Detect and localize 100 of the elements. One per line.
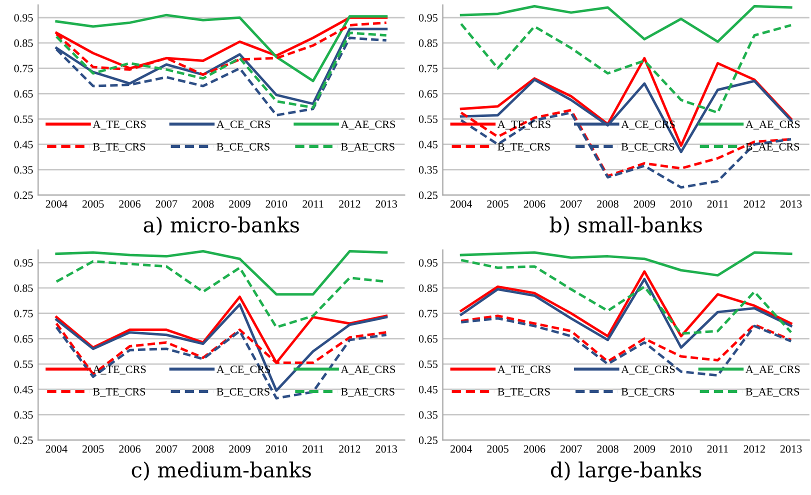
y-tick-label: 0.65 [418,335,438,343]
y-tick-label: 0.75 [14,64,33,72]
x-tick-label: 2008 [192,200,214,208]
y-tick-label: 0.65 [14,90,33,98]
y-tick-label: 0.35 [418,411,438,419]
y-tick-label: 0.95 [418,14,438,22]
legend-label: B_AE_CRS [341,142,394,152]
y-tick-label: 0.25 [14,191,33,200]
x-tick-label: 2011 [302,200,324,208]
x-tick-label: 2011 [707,200,728,208]
y-tick-label: 0.95 [418,259,438,267]
y-tick-label: 0.85 [14,284,33,292]
x-tick-label: 2012 [339,200,360,208]
x-tick-label: 2012 [744,445,765,453]
y-tick-label: 0.35 [14,411,33,419]
x-tick-label: 2009 [229,445,250,453]
x-tick-label: 2010 [266,445,288,453]
legend-label: B_AE_CRS [746,142,800,152]
y-tick-label: 0.55 [14,360,33,368]
x-tick-label: 2005 [487,200,508,208]
x-tick-label: 2009 [634,200,656,208]
y-tick-label: 0.45 [418,386,438,394]
legend-label: B_TE_CRS [498,388,550,397]
y-tick-label: 0.35 [418,166,438,174]
x-tick-label: 2012 [339,445,360,453]
text: b) small-banks [550,216,702,236]
y-tick-label: 0.45 [418,140,438,148]
y-tick-label: 0.25 [14,436,33,444]
x-tick-label: 2010 [670,445,692,453]
line-series [460,270,792,338]
y-tick-label: 0.85 [14,39,33,47]
legend-label: B_TE_CRS [498,142,550,152]
x-tick-label: 2013 [376,200,398,208]
legend-label: A_CE_CRS [621,366,675,374]
line-series [460,4,792,43]
y-tick-label: 0.55 [14,115,33,124]
x-tick-label: 2006 [524,200,546,208]
x-tick-label: 2010 [266,200,288,208]
x-tick-label: 2004 [450,200,472,208]
line-series [55,14,388,82]
legend-label: B_TE_CRS [93,142,146,152]
x-tick-label: 2006 [119,200,141,208]
x-tick-label: 2004 [46,445,68,453]
text: c) medium-banks [132,462,311,481]
x-tick-label: 2008 [192,445,214,453]
x-tick-label: 2004 [450,445,472,453]
x-tick-label: 2005 [82,445,104,453]
legend-label: B_AE_CRS [746,388,800,397]
legend-label: B_CE_CRS [216,142,270,152]
y-tick-label: 0.65 [14,335,33,343]
line-series [460,314,792,363]
legend-label: B_TE_CRS [93,388,146,397]
text: a) micro-banks [144,216,299,236]
y-tick-label: 0.35 [14,166,33,174]
x-tick-label: 2009 [229,200,250,208]
y-tick-label: 0.95 [14,259,33,267]
y-tick-label: 0.45 [14,386,33,394]
x-tick-label: 2010 [670,200,692,208]
y-tick-label: 0.65 [418,90,438,98]
legend-label: A_TE_CRS [497,366,550,374]
y-tick-label: 0.85 [418,284,438,292]
x-tick-label: 2012 [744,200,765,208]
y-tick-label: 0.55 [418,115,438,124]
y-tick-label: 0.55 [418,360,438,368]
y-tick-label: 0.45 [14,140,33,148]
x-tick-label: 2008 [597,445,618,453]
x-tick-label: 2013 [780,200,802,208]
x-tick-label: 2006 [119,445,141,453]
x-tick-label: 2006 [524,445,546,453]
legend-label: A_AE_CRS [340,120,395,130]
legend-label: A_AE_CRS [746,120,800,130]
y-tick-label: 0.25 [418,191,438,200]
x-tick-label: 2007 [560,200,582,208]
x-tick-label: 2007 [156,445,178,453]
legend-label: A_CE_CRS [216,120,270,130]
x-tick-label: 2011 [707,445,728,453]
legend-label: B_CE_CRS [621,388,674,397]
legend-label: B_AE_CRS [341,388,394,397]
x-tick-label: 2013 [780,445,802,453]
x-tick-label: 2009 [634,445,656,453]
x-tick-label: 2007 [560,445,582,453]
y-tick-label: 0.95 [14,14,33,22]
line-series [460,258,792,335]
x-tick-label: 2008 [597,200,618,208]
y-tick-label: 0.85 [418,39,438,47]
line-series [460,251,792,277]
x-tick-label: 2007 [156,200,178,208]
y-tick-label: 0.25 [418,436,438,444]
x-tick-label: 2005 [82,200,104,208]
x-tick-label: 2013 [376,445,398,453]
legend-label: A_AE_CRS [746,366,800,374]
line-series [460,278,792,349]
legend-label: B_CE_CRS [621,142,674,152]
legend-label: B_CE_CRS [216,388,270,397]
text: d) large-banks [550,462,702,482]
legend-label: A_TE_CRS [92,120,146,130]
line-series [55,250,388,296]
y-tick-label: 0.75 [418,310,438,318]
y-tick-label: 0.75 [14,310,33,318]
x-tick-label: 2005 [487,445,508,453]
